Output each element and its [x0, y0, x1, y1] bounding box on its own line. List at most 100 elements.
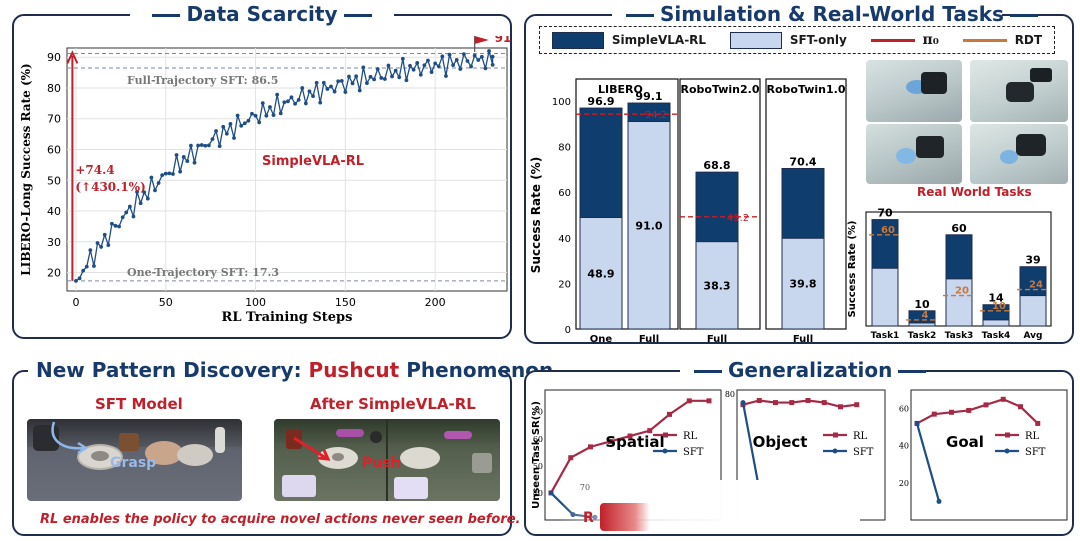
- simplevla-bar: [579, 107, 623, 219]
- simplevla-rl-point: [142, 190, 147, 195]
- y-tick-label: 20: [47, 267, 61, 280]
- simplevla-rl-point: [479, 54, 484, 59]
- simplevla-rl-point: [490, 54, 495, 59]
- simplevla-rl-point: [386, 63, 391, 68]
- full-traj-label: Full-Trajectory SFT: 86.5: [127, 74, 278, 87]
- rdt-value-label: 20: [955, 286, 969, 297]
- simplevla-rl-point: [303, 101, 308, 106]
- sft-point: [740, 400, 746, 406]
- simplevla-rl-point: [242, 121, 247, 126]
- simplevla-rl-point: [447, 52, 452, 57]
- legend-sft-marker: [1004, 448, 1010, 454]
- group-frame: [575, 78, 679, 330]
- simplevla-rl-point: [307, 89, 312, 94]
- simplevla-rl-point: [92, 264, 96, 268]
- simplevla-rl-point: [451, 63, 456, 68]
- legend-rl-marker: [1005, 432, 1010, 438]
- simplevla-rl-point: [314, 80, 319, 85]
- rl-point: [1035, 420, 1041, 426]
- simplevla-rl-point: [163, 171, 168, 176]
- rl-scene-image: [274, 419, 500, 501]
- rdt-value-label: 24: [1029, 280, 1043, 291]
- rl-point: [821, 400, 827, 406]
- rl-point: [805, 397, 811, 403]
- legend-rl-label: RL: [853, 431, 868, 442]
- scarcity-chart: 20 30 40 50 60 70 80 90 0 50 100 150 200 Full-Traject…: [19, 36, 512, 325]
- y-tick-label: 60: [47, 144, 61, 157]
- simplevla-rl-point: [235, 113, 240, 118]
- x-tick-label: One: [590, 334, 613, 345]
- simplevla-rl-point: [232, 136, 236, 140]
- simplevla-rl-point: [127, 204, 132, 209]
- simplevla-rl-point: [476, 58, 481, 62]
- simplevla-rl-point: [469, 64, 473, 69]
- rl-point: [966, 407, 972, 413]
- simplevla-rl-point: [282, 100, 287, 105]
- chart-legend: SimpleVLA-RL SFT-only π₀ RDT: [539, 26, 1055, 54]
- robot-photo-1: [866, 60, 962, 122]
- sft-point: [936, 498, 942, 504]
- x-tick-label: Full: [639, 334, 659, 345]
- legend-sft-marker: [662, 448, 668, 454]
- simplevla-rl-point: [221, 124, 226, 129]
- simplevla-rl-point: [84, 264, 89, 269]
- simplevla-rl-point: [372, 77, 377, 82]
- simplevla-rl-point: [433, 61, 438, 66]
- x-tick-label: 150: [335, 296, 356, 309]
- simplevla-rl-point: [483, 66, 488, 71]
- rl-point: [1018, 404, 1023, 410]
- x-tick-label: Task3: [945, 331, 974, 341]
- simplevla-rl-point: [239, 123, 244, 128]
- robot-photo-4: [970, 124, 1068, 184]
- y-tick-label: 50: [47, 174, 61, 187]
- mini-chart-title: Spatial: [605, 433, 664, 451]
- x-tick-label: 50: [159, 296, 173, 309]
- sft-bar: [781, 237, 825, 330]
- grasp-arrow-icon: [51, 421, 89, 455]
- y-tick-label: 20: [558, 279, 571, 290]
- simplevla-rl-point: [289, 95, 294, 100]
- sft-value-label: 48.9: [587, 267, 614, 280]
- simplevla-rl-point: [472, 53, 477, 58]
- simplevla-rl-point: [214, 129, 218, 133]
- y-tick-label: 70: [533, 408, 543, 417]
- total-value-label: 70: [877, 207, 893, 220]
- simplevla-rl-point: [285, 99, 290, 104]
- simplevla-rl-point: [74, 278, 78, 283]
- rl-point: [931, 411, 937, 417]
- simplevla-rl-point: [95, 241, 100, 245]
- simplevla-rl-point: [77, 276, 82, 281]
- rdt-value-label: 60: [881, 225, 895, 236]
- rl-point: [568, 455, 574, 461]
- robot-photo-3: [866, 124, 962, 184]
- simplevla-bar: [1019, 266, 1047, 297]
- simplevla-rl-point: [257, 120, 262, 125]
- simplevla-rl-point: [411, 67, 416, 72]
- sft-value-label: 38.3: [703, 279, 730, 292]
- y-tick-label: 70: [47, 113, 61, 126]
- y-tick-label: 30: [47, 236, 61, 249]
- simplevla-rl-point: [138, 201, 143, 206]
- simplevla-rl-point: [382, 77, 387, 81]
- legend-sft-label: SFT: [853, 447, 874, 458]
- simplevla-rl-point: [440, 54, 445, 59]
- pattern-title: New Pattern Discovery: Pushcut Phenomeno…: [28, 358, 553, 382]
- y-tick-label: 80: [47, 82, 61, 95]
- simplevla-rl-point: [465, 59, 470, 63]
- y-tick-label: 40: [899, 442, 909, 451]
- simplevla-rl-point: [160, 173, 165, 178]
- simplevla-rl-point: [109, 221, 114, 226]
- x-tick-label: 100: [245, 296, 266, 309]
- simplevla-rl-point: [260, 101, 265, 106]
- rdt-value-label: 10: [992, 301, 1006, 312]
- rl-point: [838, 404, 843, 410]
- y-tick-label: 80: [558, 143, 571, 154]
- legend-sft: SFT-only: [729, 31, 847, 49]
- rl-point: [607, 438, 613, 444]
- simplevla-rl-point: [203, 143, 208, 148]
- total-value-label: 60: [951, 222, 967, 235]
- rl-point: [983, 402, 989, 408]
- peak-flag-icon: [474, 36, 489, 44]
- total-value-label: 70.4: [789, 155, 816, 168]
- mini-chart-title: Goal: [946, 433, 984, 451]
